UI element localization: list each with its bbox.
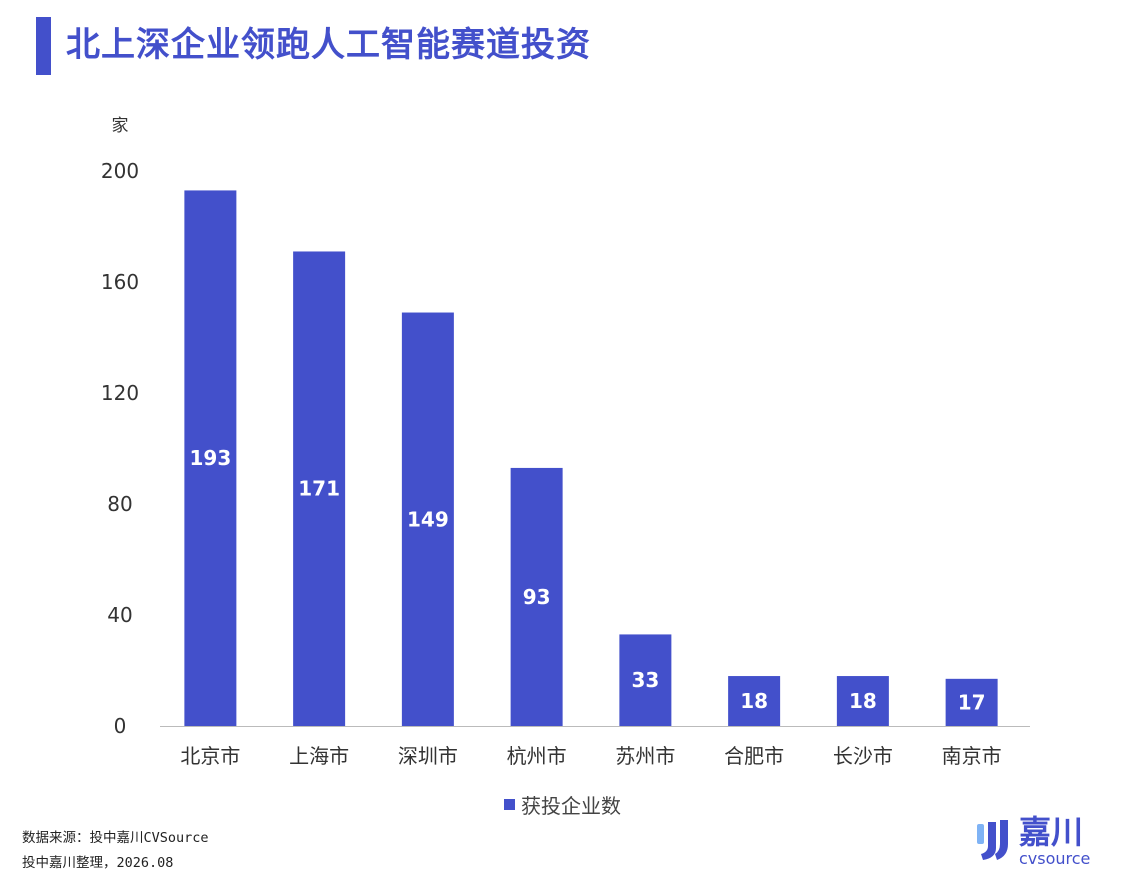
- bar: [945, 678, 998, 726]
- bar: [293, 251, 346, 726]
- bar: [401, 312, 454, 726]
- legend-label: 获投企业数: [521, 793, 621, 818]
- compiled-note: 投中嘉川整理，2026.08: [22, 855, 174, 871]
- bar: [510, 467, 563, 726]
- x-tick-label: 苏州市: [615, 744, 675, 768]
- x-tick-label: 上海市: [289, 744, 349, 768]
- jiachuan-logo-icon: [977, 820, 1008, 860]
- x-tick-label: 南京市: [942, 744, 1002, 768]
- bar-data-label: 149: [407, 507, 449, 531]
- y-tick-label: 40: [107, 603, 132, 627]
- bar-data-label: 93: [523, 585, 551, 609]
- y-tick-label: 160: [101, 270, 139, 294]
- bar-data-label: 17: [958, 690, 986, 714]
- bar-data-label: 193: [190, 446, 232, 470]
- logo-subtitle: cvsource: [1019, 849, 1091, 868]
- title-accent-bar: [36, 17, 51, 75]
- x-tick-label: 深圳市: [398, 744, 458, 768]
- bar-data-label: 18: [849, 689, 877, 713]
- legend-swatch: [504, 798, 515, 810]
- bar: [619, 634, 672, 726]
- bar: [184, 190, 237, 727]
- bar: [728, 676, 781, 726]
- y-tick-label: 0: [114, 714, 127, 738]
- x-tick-label: 长沙市: [833, 744, 893, 768]
- y-tick-label: 120: [101, 381, 139, 405]
- x-tick-label: 杭州市: [507, 744, 567, 768]
- y-tick-label: 80: [107, 492, 132, 516]
- y-axis-unit-label: 家: [112, 116, 129, 136]
- y-tick-label: 200: [101, 159, 139, 183]
- bar: [836, 676, 889, 726]
- brand-logo: 嘉川 cvsource: [975, 812, 1105, 870]
- chart-title: 北上深企业领跑人工智能赛道投资: [66, 25, 591, 65]
- x-tick-label: 北京市: [180, 744, 240, 768]
- logo-name: 嘉川: [1019, 813, 1084, 851]
- source-note: 数据来源：投中嘉川CVSource: [22, 830, 209, 846]
- bar-data-label: 171: [298, 477, 340, 501]
- bar-data-label: 33: [631, 668, 659, 692]
- bar-data-label: 18: [740, 689, 768, 713]
- legend: 获投企业数: [504, 790, 621, 818]
- x-tick-label: 合肥市: [724, 744, 784, 768]
